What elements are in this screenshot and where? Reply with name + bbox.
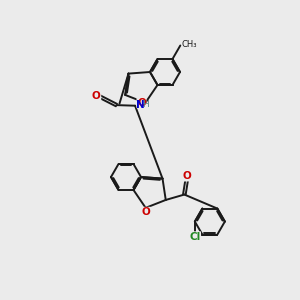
Text: N: N [136, 100, 144, 110]
Text: O: O [92, 91, 101, 101]
Text: H: H [142, 100, 148, 109]
Text: O: O [142, 207, 150, 217]
Text: Cl: Cl [189, 232, 200, 242]
Text: O: O [183, 171, 192, 181]
Text: CH₃: CH₃ [182, 40, 197, 49]
Text: O: O [137, 98, 146, 108]
